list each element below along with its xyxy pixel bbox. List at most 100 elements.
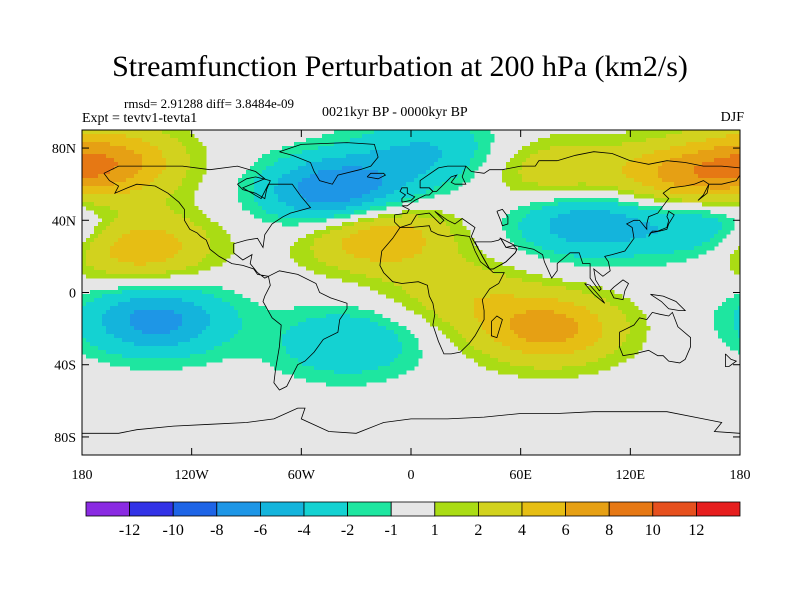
field-cell [590,246,595,251]
field-cell [366,158,371,163]
field-cell [190,286,195,291]
field-cell [662,258,667,263]
field-cell [126,262,131,267]
field-cell [402,210,407,215]
field-cell [706,146,711,151]
field-cell [666,214,671,219]
field-cell [458,254,463,259]
field-cell [554,186,559,191]
field-cell [414,150,419,155]
field-cell [406,258,411,263]
field-cell [118,286,123,291]
field-cell [658,182,663,187]
field-cell [566,218,571,223]
field-cell [158,266,163,271]
field-cell [654,138,659,143]
field-cell [422,142,427,147]
field-cell [198,170,203,175]
field-cell [186,162,191,167]
field-cell [262,198,267,203]
field-cell [102,202,107,207]
field-cell [510,290,515,295]
field-cell [706,134,711,139]
field-cell [630,138,635,143]
field-cell [322,242,327,247]
field-cell [670,150,675,155]
field-cell [342,234,347,239]
field-cell [478,278,483,283]
field-cell [134,190,139,195]
field-cell [438,266,443,271]
field-cell [294,194,299,199]
field-cell [730,174,735,179]
field-cell [322,210,327,215]
field-cell [170,202,175,207]
field-cell [610,214,615,219]
field-cell [470,270,475,275]
field-cell [634,150,639,155]
field-cell [650,254,655,259]
field-cell [454,146,459,151]
field-cell [94,190,99,195]
field-cell [114,174,119,179]
field-cell [166,266,171,271]
field-cell [682,214,687,219]
field-cell [330,274,335,279]
field-cell [674,134,679,139]
field-cell [194,158,199,163]
field-cell [678,230,683,235]
field-cell [310,162,315,167]
field-cell [114,154,119,159]
field-cell [538,170,543,175]
field-cell [594,166,599,171]
field-cell [534,146,539,151]
field-cell [734,166,739,171]
field-cell [174,202,179,207]
field-cell [90,246,95,251]
field-cell [290,222,295,227]
field-cell [382,166,387,171]
field-cell [598,254,603,259]
field-cell [390,202,395,207]
field-cell [462,254,467,259]
field-cell [538,166,543,171]
field-cell [538,146,543,151]
field-cell [302,218,307,223]
field-cell [570,234,575,239]
field-cell [722,134,727,139]
field-cell [334,194,339,199]
field-cell [402,150,407,155]
field-cell [146,154,151,159]
field-cell [622,246,627,251]
field-cell [94,258,99,263]
field-cell [458,170,463,175]
field-cell [518,286,523,291]
field-cell [350,222,355,227]
field-cell [666,198,671,203]
field-cell [570,230,575,235]
field-cell [158,198,163,203]
field-cell [294,250,299,255]
field-cell [646,142,651,147]
field-cell [154,170,159,175]
field-cell [666,246,671,251]
field-cell [734,182,739,187]
field-cell [86,270,91,275]
field-cell [602,226,607,231]
field-cell [374,226,379,231]
field-cell [378,230,383,235]
field-cell [650,162,655,167]
field-cell [118,234,123,239]
field-cell [314,182,319,187]
field-cell [522,178,527,183]
field-cell [606,154,611,159]
field-cell [574,198,579,203]
field-cell [290,162,295,167]
field-cell [350,170,355,175]
field-cell [406,178,411,183]
field-cell [194,138,199,143]
field-cell [154,270,159,275]
field-cell [82,254,87,259]
field-cell [414,294,419,299]
field-cell [102,198,107,203]
